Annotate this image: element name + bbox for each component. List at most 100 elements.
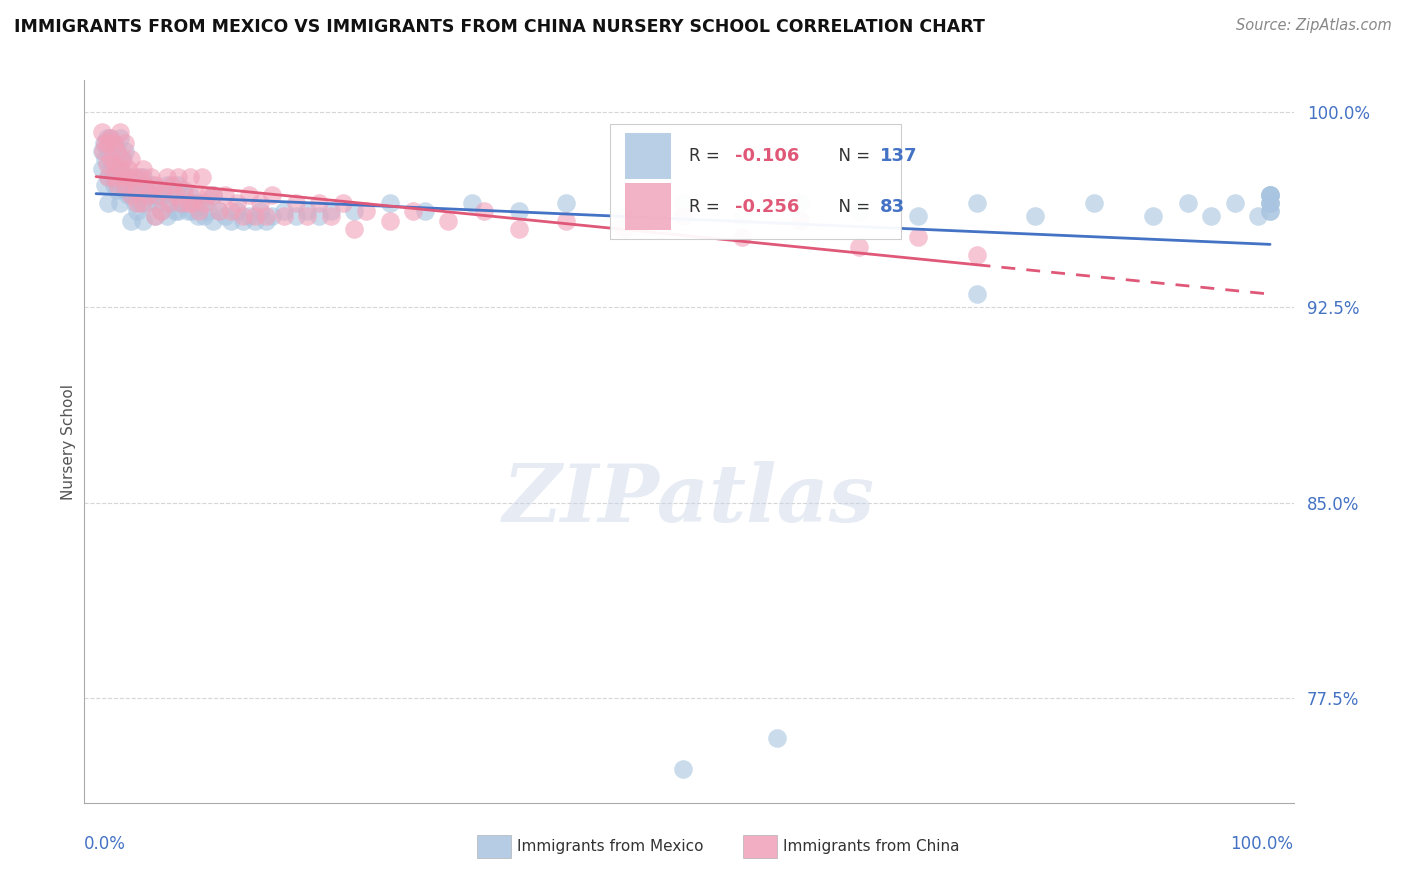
Point [284, 195, 307, 210]
Point [226, 195, 249, 210]
Point [273, 209, 295, 223]
Text: R =: R = [689, 198, 725, 216]
Point [138, 188, 160, 202]
Point [214, 209, 236, 223]
Text: IMMIGRANTS FROM MEXICO VS IMMIGRANTS FROM CHINA NURSERY SCHOOL CORRELATION CHART: IMMIGRANTS FROM MEXICO VS IMMIGRANTS FRO… [14, 18, 986, 36]
Text: Source: ZipAtlas.com: Source: ZipAtlas.com [1236, 18, 1392, 33]
Point [284, 209, 307, 223]
Point [169, 195, 191, 210]
Point [176, 203, 198, 218]
Point [104, 157, 127, 171]
Point [132, 214, 155, 228]
Point [437, 214, 460, 228]
Point [127, 169, 149, 184]
Point [120, 169, 142, 184]
Point [103, 136, 125, 150]
Point [103, 136, 125, 150]
Point [672, 195, 695, 210]
Point [184, 195, 207, 210]
Point [907, 229, 929, 244]
Point [129, 195, 152, 210]
Point [1258, 188, 1281, 202]
Point [118, 178, 141, 192]
Point [93, 136, 115, 150]
Point [1247, 209, 1270, 223]
Point [219, 214, 242, 228]
Point [243, 214, 266, 228]
Point [672, 209, 695, 223]
Point [97, 169, 120, 184]
Point [188, 203, 211, 218]
Point [789, 195, 811, 210]
Point [132, 161, 155, 176]
Point [141, 178, 163, 192]
Point [179, 169, 201, 184]
Point [184, 188, 207, 202]
Point [1258, 203, 1281, 218]
Point [97, 169, 120, 184]
Point [114, 144, 136, 158]
Point [1258, 195, 1281, 210]
Point [108, 161, 131, 176]
Point [108, 161, 131, 176]
Point [162, 178, 184, 192]
Point [508, 203, 530, 218]
Point [219, 203, 242, 218]
Point [122, 183, 145, 197]
Point [105, 178, 128, 192]
Point [1201, 209, 1223, 223]
Point [308, 209, 330, 223]
Point [120, 188, 142, 202]
Point [91, 144, 114, 158]
Point [125, 183, 148, 197]
Point [112, 169, 135, 184]
Point [146, 195, 169, 210]
Point [124, 195, 146, 210]
Text: N =: N = [828, 147, 876, 165]
Point [308, 195, 330, 210]
Text: Immigrants from China: Immigrants from China [783, 838, 960, 854]
Point [134, 183, 156, 197]
Point [107, 169, 129, 184]
Point [155, 169, 177, 184]
Point [1142, 209, 1164, 223]
Point [238, 209, 260, 223]
Point [190, 195, 212, 210]
Point [165, 188, 187, 202]
Point [332, 195, 354, 210]
Point [413, 203, 436, 218]
Point [162, 188, 184, 202]
Point [98, 130, 121, 145]
Point [1258, 188, 1281, 202]
Point [117, 188, 139, 202]
Point [149, 203, 172, 218]
Point [554, 214, 576, 228]
Point [214, 188, 236, 202]
Point [152, 188, 174, 202]
Point [117, 161, 139, 176]
Point [173, 188, 195, 202]
Point [173, 183, 195, 197]
Point [672, 762, 695, 776]
Point [1083, 195, 1105, 210]
Point [187, 209, 209, 223]
Point [232, 209, 254, 223]
Point [120, 214, 142, 228]
Point [108, 125, 131, 139]
Point [157, 195, 180, 210]
Point [966, 195, 988, 210]
Point [202, 214, 225, 228]
Text: R =: R = [689, 147, 725, 165]
FancyBboxPatch shape [624, 184, 671, 230]
Point [98, 161, 121, 176]
Point [105, 144, 128, 158]
Text: Immigrants from Mexico: Immigrants from Mexico [517, 838, 704, 854]
Point [96, 130, 118, 145]
Point [262, 188, 284, 202]
Point [202, 188, 225, 202]
Point [100, 152, 122, 166]
Point [105, 144, 128, 158]
Point [108, 195, 131, 210]
Point [354, 203, 377, 218]
Text: N =: N = [828, 198, 876, 216]
